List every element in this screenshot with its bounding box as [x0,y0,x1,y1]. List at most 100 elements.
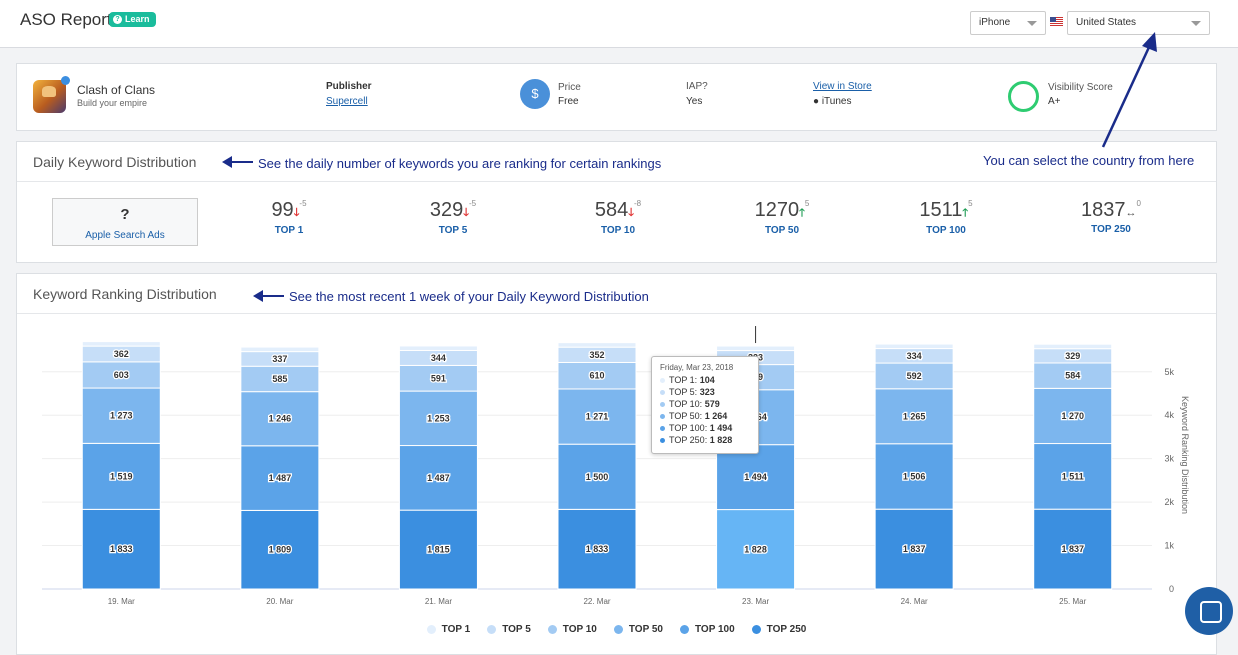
kw-stat-top-10[interactable]: 584🡓-8 TOP 10 [558,199,678,236]
learn-button[interactable]: ? Learn [109,12,156,27]
data-label: 1 519 [110,471,133,481]
data-label: 1 833 [586,544,609,554]
store-value: iTunes [821,96,852,107]
kw-stat-delta: -8 [633,199,642,208]
kw-stat-delta: 5 [804,199,810,208]
kw-stat-top-50[interactable]: 1270🡑5 TOP 50 [722,199,842,236]
data-label: 592 [907,371,922,381]
device-select[interactable]: iPhone [970,11,1046,35]
bar-segment-top-1 [1033,343,1113,350]
legend-dot-icon [613,625,623,634]
legend-item-top-100[interactable]: TOP 100 [679,624,735,635]
data-label: 1 506 [903,471,926,481]
data-label: 352 [589,350,604,360]
price-label: Price [558,82,581,93]
data-label: 610 [589,371,604,381]
visibility-label: Visibility Score [1048,82,1113,93]
store-name: ● iTunes [813,96,851,107]
series-dot-icon [660,390,665,396]
bar-segment-top-100 [1033,443,1113,510]
data-label: 344 [431,353,446,363]
app-subtitle: Build your empire [77,98,148,108]
series-dot-icon [660,378,665,384]
data-label: 584 [1065,371,1080,381]
tooltip-row-value: 1 494 [709,423,733,433]
data-label: 337 [272,354,287,364]
data-label: 1 815 [427,545,450,555]
data-label: 1 270 [1061,411,1084,421]
legend-item-top-50[interactable]: TOP 50 [613,624,663,635]
publisher-link[interactable]: Supercell [326,96,368,107]
app-name: Clash of Clans [77,83,156,97]
kw-stat-top-250[interactable]: 1837↔0 TOP 250 [1051,199,1171,235]
view-in-store-link[interactable]: View in Store [813,81,872,92]
page-title: ASO Report [20,10,112,29]
bar-segment-top-250 [874,508,954,590]
annotation-arrow-icon [222,156,253,168]
kw-stat-value: 1270 [754,199,800,221]
bar-segment-top-100 [874,443,954,510]
chart-tooltip: Friday, Mar 23, 2018 TOP 1: 104 TOP 5: 32… [651,356,759,454]
tooltip-row-value: 323 [699,387,715,397]
learn-label: Learn [125,14,150,24]
bar-segment-top-250 [81,508,161,590]
bar-segment-top-1 [716,345,796,352]
bar-segment-top-1 [240,346,320,353]
legend-label: TOP 50 [628,624,663,635]
bar-segment-top-50 [81,387,161,444]
trend-down-icon: 🡓 [628,207,634,219]
y-tick-label: 1k [1164,541,1174,551]
legend-dot-icon [487,625,497,634]
kw-stat-delta: -5 [468,199,477,208]
bar-segment-top-50 [874,388,954,445]
kw-stat-value: 584 [594,199,629,221]
y-axis-label: Keyword Ranking Distribution [1180,396,1190,514]
legend-label: TOP 5 [502,624,531,635]
data-label: 1 809 [269,545,292,555]
legend-item-top-10[interactable]: TOP 10 [547,624,597,635]
legend-item-top-5[interactable]: TOP 5 [487,624,531,635]
y-tick-label: 3k [1164,454,1174,464]
data-label: 1 253 [427,413,450,423]
apple-icon: ● [813,96,820,107]
bar-segment-top-1 [557,342,637,348]
apple-search-ads-button[interactable]: ? Apple Search Ads [52,198,198,246]
kw-stat-top-100[interactable]: 1511🡑5 TOP 100 [886,199,1006,236]
tooltip-row-value: 1 828 [709,435,733,445]
legend-item-top-1[interactable]: TOP 1 [426,624,471,635]
card-header: Daily Keyword Distribution See the daily… [17,142,1216,182]
x-tick-label: 19. Mar [108,597,135,606]
tooltip-row: TOP 250: 1 828 [660,434,750,446]
dollar-icon: $ [520,79,550,109]
card-header: Keyword Ranking Distribution See the mos… [17,274,1216,314]
trend-up-icon: 🡑 [799,207,805,219]
data-label: 591 [431,373,446,383]
legend-label: TOP 1 [441,624,471,635]
chart-legend: TOP 1 TOP 5 TOP 10 TOP 50 TOP 100 TOP 250 [17,624,1216,635]
x-tick-label: 24. Mar [901,597,928,606]
bar-segment-top-250 [557,508,637,590]
iap-label: IAP? [686,81,708,92]
daily-keyword-title: Daily Keyword Distribution [33,154,197,170]
data-label: 1 837 [1061,544,1084,554]
kw-stat-top-5[interactable]: 329🡓-5 TOP 5 [393,199,513,236]
chevron-down-icon [1191,21,1201,26]
data-label: 1 487 [269,473,292,483]
country-select[interactable]: United States [1067,11,1210,35]
tooltip-row: TOP 1: 104 [660,374,750,386]
tooltip-row-label: TOP 1: [669,375,700,385]
country-select-value: United States [1076,17,1137,28]
chat-icon[interactable] [1185,587,1233,635]
y-tick-label: 0 [1169,584,1174,594]
visibility-value: A+ [1048,96,1061,107]
bar-segment-top-50 [1033,387,1113,445]
visibility-ring-icon [1008,81,1039,112]
legend-item-top-250[interactable]: TOP 250 [751,624,806,635]
ranking-annotation: See the most recent 1 week of your Daily… [289,289,649,304]
data-label: 603 [114,370,129,380]
price-value: Free [558,96,579,107]
kw-stat-top-1[interactable]: 99🡓-5 TOP 1 [229,199,349,236]
trend-down-icon: 🡓 [463,207,469,219]
ranking-title: Keyword Ranking Distribution [33,286,217,302]
legend-dot-icon [751,625,761,634]
